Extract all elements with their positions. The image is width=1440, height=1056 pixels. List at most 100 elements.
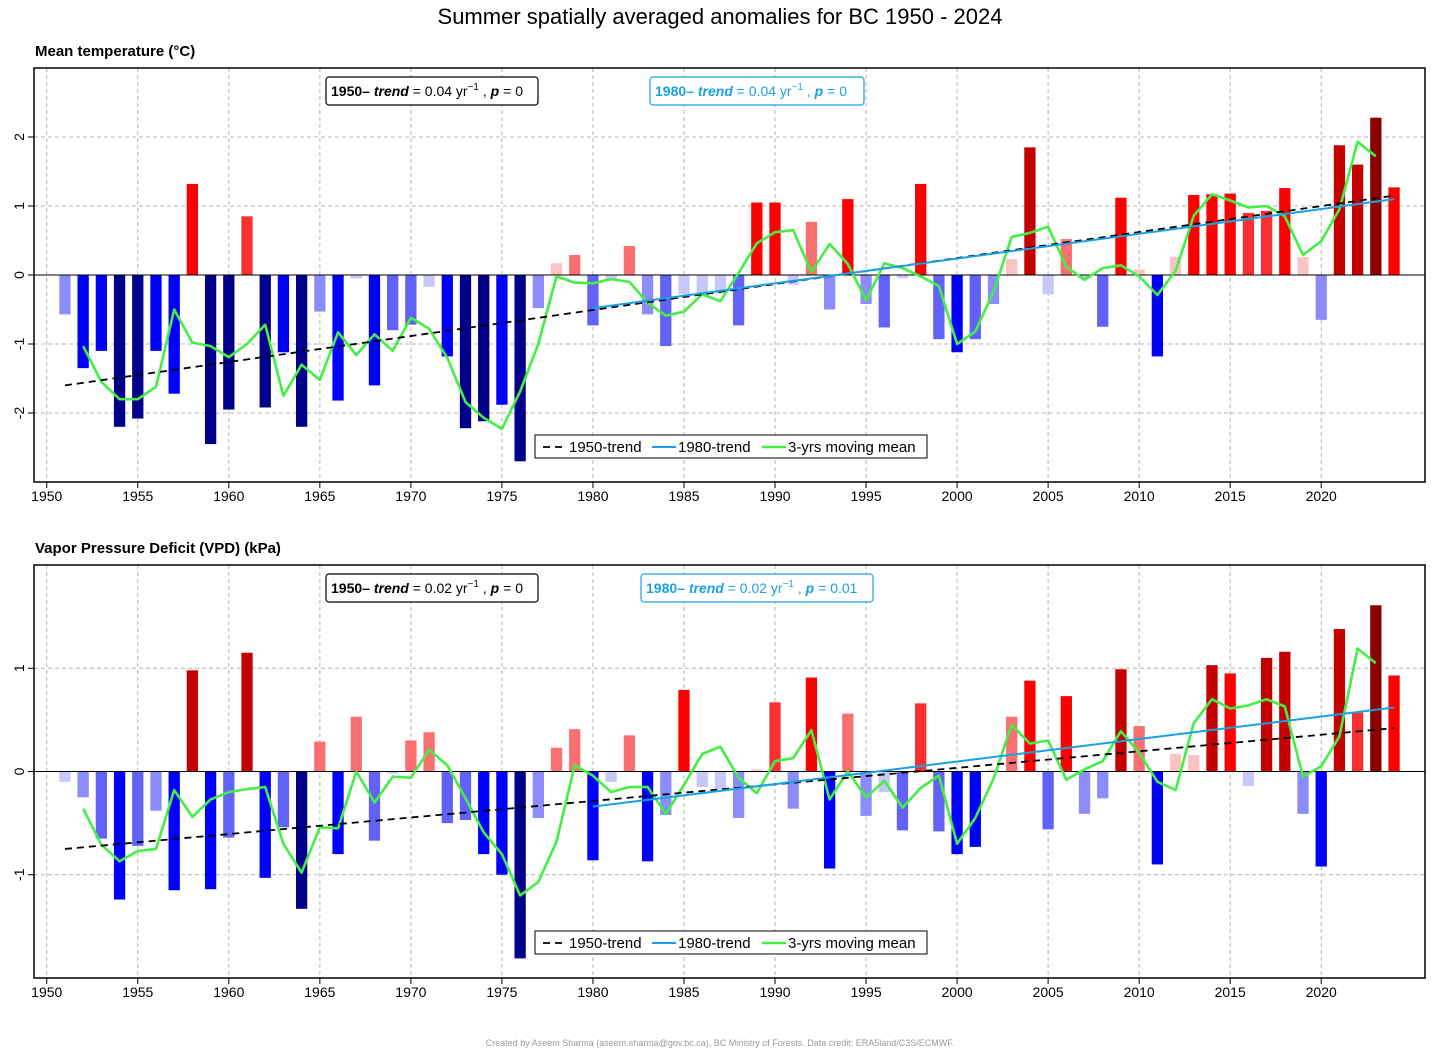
bar-1964 <box>295 275 308 427</box>
x-tick-label: 1980 <box>577 984 608 1000</box>
bar-2021 <box>1333 629 1346 772</box>
bar-2008 <box>1097 771 1109 799</box>
bar-1968 <box>368 771 381 841</box>
bar-1975 <box>496 275 508 405</box>
bar-1987 <box>714 275 727 294</box>
legend: 1950-trend 1980-trend 3-yrs moving mean <box>534 434 928 459</box>
bar-1976 <box>514 771 526 959</box>
bar-2000 <box>951 771 963 855</box>
bar-2001 <box>969 275 981 340</box>
bar-1992 <box>805 221 818 275</box>
bar-1977 <box>532 771 544 818</box>
bar-1998 <box>915 183 927 275</box>
y-tick-label: 0 <box>11 271 27 279</box>
trend-1980-line <box>592 706 1395 808</box>
bar-1979 <box>569 254 581 275</box>
bar-2014 <box>1206 665 1218 772</box>
x-tick-label: 1955 <box>122 488 153 504</box>
x-tick-label: 1980 <box>577 488 608 504</box>
bar-1976 <box>514 275 526 462</box>
bar-1993 <box>823 275 836 310</box>
annotation-text-1: 1980– trend = 0.02 yr−1 , p = 0.01 <box>646 579 858 596</box>
legend-label-2: 3-yrs moving mean <box>788 935 916 952</box>
annotation-text-0: 1950– trend = 0.04 yr−1 , p = 0 <box>331 82 523 99</box>
panel-title-temperature: Mean temperature (°C) <box>35 43 196 60</box>
bar-2004 <box>1024 147 1036 275</box>
bar-1999 <box>933 275 945 340</box>
y-tick-label: 1 <box>11 202 27 210</box>
bar-1956 <box>150 771 162 811</box>
x-tick-label: 1970 <box>395 488 426 504</box>
y-tick-label: -1 <box>11 868 27 881</box>
bar-2019 <box>1297 257 1309 275</box>
bar-1988 <box>732 275 745 326</box>
x-tick-label: 1970 <box>395 984 426 1000</box>
y-tick-label: -2 <box>11 407 27 420</box>
bar-1952 <box>77 771 89 798</box>
bar-1974 <box>478 771 490 855</box>
bar-1992 <box>805 677 818 772</box>
bar-1995 <box>860 771 872 816</box>
bar-1990 <box>769 202 781 275</box>
bar-1989 <box>751 202 763 275</box>
x-tick-label: 2005 <box>1033 984 1064 1000</box>
legend: 1950-trend 1980-trend 3-yrs moving mean <box>534 930 928 955</box>
x-tick-label: 1990 <box>759 488 790 504</box>
bar-1999 <box>933 771 945 832</box>
bar-2015 <box>1224 193 1236 275</box>
bar-1955 <box>132 771 144 846</box>
bar-1971 <box>423 275 435 287</box>
bar-2017 <box>1260 210 1273 275</box>
bar-2020 <box>1315 275 1327 320</box>
bar-1953 <box>95 275 108 351</box>
bar-1961 <box>241 216 253 275</box>
bar-1994 <box>842 713 854 772</box>
x-tick-label: 1960 <box>213 984 244 1000</box>
bar-1980 <box>587 771 599 861</box>
x-tick-label: 2010 <box>1124 984 1155 1000</box>
annotation-box-0 <box>325 573 539 603</box>
bar-1981 <box>605 771 617 782</box>
x-tick-label: 1965 <box>304 488 335 504</box>
bar-1966 <box>332 771 344 855</box>
bar-2006 <box>1060 239 1072 275</box>
bar-1981 <box>605 275 617 281</box>
bar-2008 <box>1097 275 1109 327</box>
bar-1952 <box>77 275 89 369</box>
bar-1998 <box>915 703 927 772</box>
bar-2015 <box>1224 673 1236 772</box>
bar-1957 <box>168 771 180 891</box>
bar-1978 <box>550 263 563 275</box>
bar-1960 <box>223 771 235 838</box>
legend-label-1: 1980-trend <box>678 935 751 952</box>
bar-1959 <box>204 771 217 890</box>
bar-1969 <box>387 771 399 774</box>
x-tick-label: 2000 <box>942 984 973 1000</box>
bar-1980 <box>587 275 599 326</box>
bar-2017 <box>1260 657 1273 772</box>
bar-1993 <box>823 771 836 869</box>
panel-0: 1950 1955 1960 1965 1970 1975 1980 1985 1990 1995… <box>11 67 1426 504</box>
bar-1954 <box>113 275 126 427</box>
x-tick-label: 2020 <box>1306 488 1337 504</box>
bar-1985 <box>678 689 690 772</box>
bar-2003 <box>1006 716 1018 772</box>
x-tick-label: 2000 <box>942 488 973 504</box>
bar-1989 <box>751 769 763 772</box>
bar-2024 <box>1388 187 1400 275</box>
bar-2010 <box>1133 269 1145 275</box>
annotation-text-1: 1980– trend = 0.04 yr−1 , p = 0 <box>655 82 847 99</box>
bar-2009 <box>1115 669 1127 772</box>
bar-1975 <box>496 771 508 875</box>
bar-1984 <box>660 275 672 347</box>
bar-1953 <box>95 771 108 839</box>
bar-2006 <box>1060 696 1072 772</box>
bar-2018 <box>1279 188 1291 275</box>
x-tick-label: 1960 <box>213 488 244 504</box>
x-tick-label: 1985 <box>668 984 699 1000</box>
bar-2012 <box>1169 753 1182 772</box>
bar-2005 <box>1042 275 1054 295</box>
bar-1969 <box>387 275 399 331</box>
bar-2022 <box>1351 712 1364 772</box>
